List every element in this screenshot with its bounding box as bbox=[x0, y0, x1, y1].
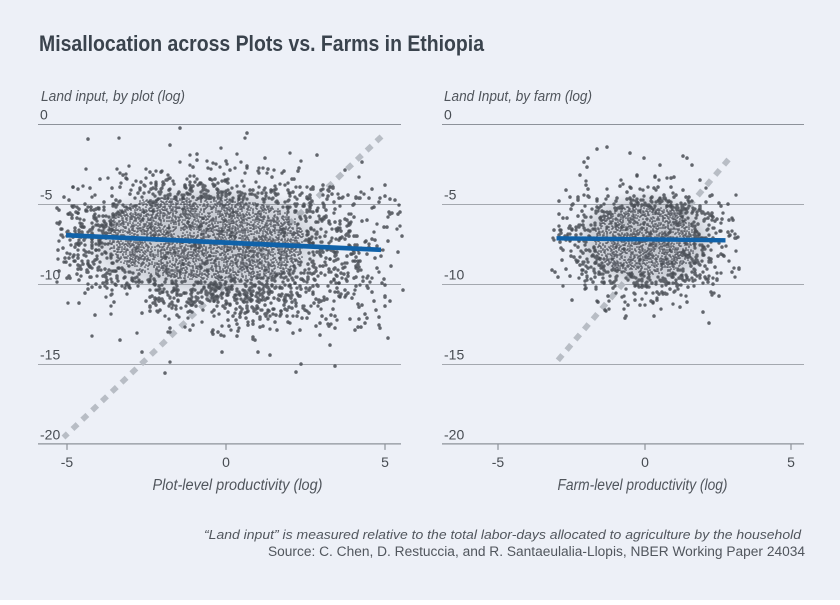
svg-text:-5: -5 bbox=[40, 187, 53, 203]
svg-text:5: 5 bbox=[381, 454, 389, 470]
svg-text:5: 5 bbox=[787, 454, 795, 470]
svg-text:-15: -15 bbox=[444, 347, 464, 363]
svg-text:-5: -5 bbox=[61, 454, 74, 470]
svg-text:0: 0 bbox=[40, 107, 48, 123]
svg-text:Land input, by plot (log): Land input, by plot (log) bbox=[41, 88, 185, 105]
svg-text:0: 0 bbox=[641, 454, 649, 470]
svg-text:-20: -20 bbox=[444, 427, 464, 443]
svg-text:Source: C. Chen, D. Restuccia,: Source: C. Chen, D. Restuccia, and R. Sa… bbox=[268, 544, 805, 559]
svg-text:-5: -5 bbox=[444, 187, 457, 203]
svg-text:-10: -10 bbox=[444, 267, 464, 283]
svg-text:-20: -20 bbox=[40, 427, 60, 443]
svg-text:Farm-level productivity (log): Farm-level productivity (log) bbox=[558, 477, 728, 494]
svg-text:“Land input” is measured relat: “Land input” is measured relative to the… bbox=[204, 527, 802, 542]
svg-text:0: 0 bbox=[444, 107, 452, 123]
svg-text:Land Input, by farm (log): Land Input, by farm (log) bbox=[444, 88, 592, 105]
svg-text:-5: -5 bbox=[492, 454, 505, 470]
svg-text:Plot-level productivity (log): Plot-level productivity (log) bbox=[153, 477, 323, 494]
svg-text:Misallocation across Plots vs.: Misallocation across Plots vs. Farms in … bbox=[39, 31, 485, 56]
svg-text:0: 0 bbox=[222, 454, 230, 470]
svg-text:-10: -10 bbox=[40, 267, 60, 283]
svg-text:-15: -15 bbox=[40, 347, 60, 363]
